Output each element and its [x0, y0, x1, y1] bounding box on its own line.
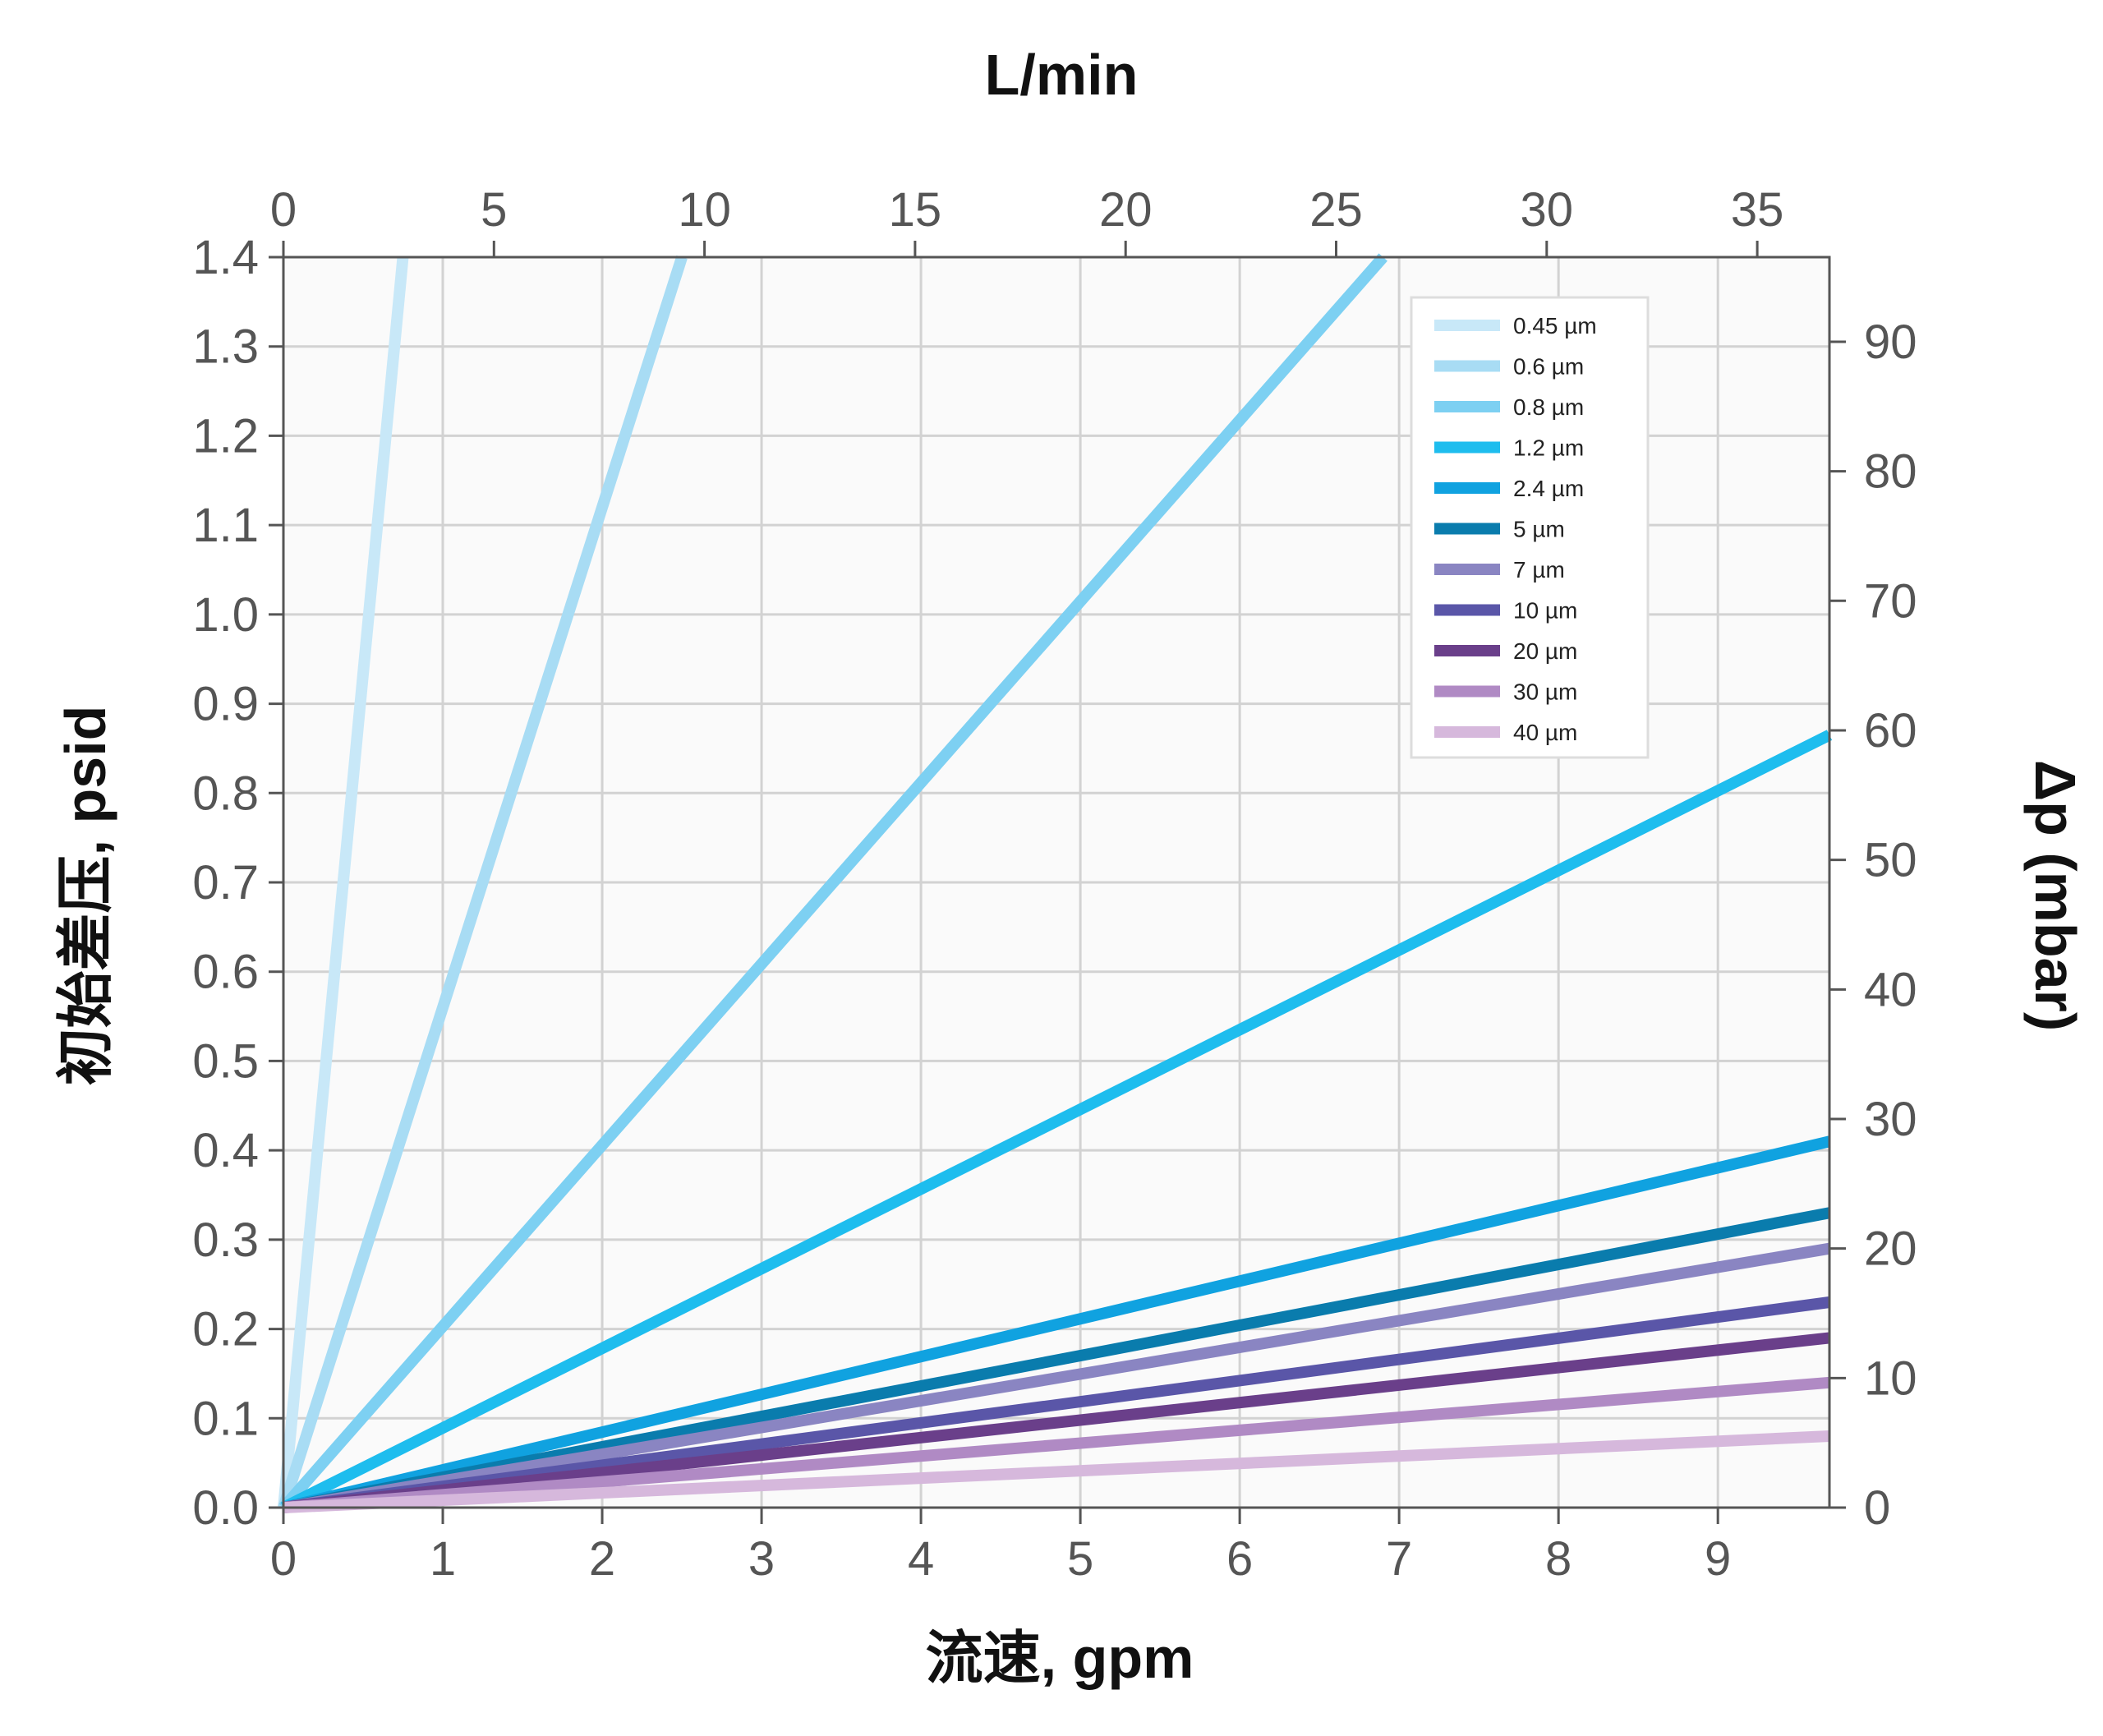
- y-tick-label: 1.2: [192, 409, 259, 463]
- bottom-axis-title: 流速, gpm: [926, 1626, 1194, 1690]
- x-tick-label: 2: [589, 1532, 615, 1586]
- top-tick-label: 25: [1309, 183, 1363, 237]
- series-line: [283, 1332, 1830, 1513]
- right-tick-label: 80: [1864, 445, 1917, 499]
- top-axis-title: L/min: [985, 43, 1139, 107]
- top-tick-label: 30: [1521, 183, 1574, 237]
- y-tick-label: 0.8: [192, 767, 259, 820]
- y-tick-label: 0.7: [192, 856, 259, 909]
- series-line: [282, 1135, 1831, 1513]
- legend-label: 0.45 µm: [1513, 313, 1597, 338]
- x-tick-label: 9: [1705, 1532, 1731, 1586]
- y-tick-label: 0.1: [192, 1392, 259, 1445]
- series-line: [282, 1242, 1831, 1513]
- legend-label: 20 µm: [1513, 638, 1577, 664]
- legend-label: 1.2 µm: [1513, 435, 1584, 461]
- bottom-axis-ticks: 0 1 2 3 4 5 6 7 8 9: [270, 1508, 1731, 1586]
- y-tick-label: 1.4: [192, 231, 259, 284]
- left-axis-title: 初始差压, psid: [53, 706, 117, 1086]
- x-tick-label: 3: [748, 1532, 775, 1586]
- x-tick-label: 5: [1067, 1532, 1093, 1586]
- right-tick-label: 50: [1864, 834, 1917, 887]
- right-axis-title: Δp (mbar): [2023, 760, 2087, 1031]
- series-line: [283, 1296, 1830, 1513]
- right-tick-label: 60: [1864, 704, 1917, 757]
- legend-label: 5 µm: [1513, 517, 1565, 542]
- series-line: [283, 1376, 1830, 1513]
- legend-label: 2.4 µm: [1513, 476, 1584, 501]
- top-tick-label: 35: [1731, 183, 1784, 237]
- y-tick-label: 1.1: [192, 499, 259, 552]
- x-tick-label: 7: [1386, 1532, 1412, 1586]
- top-axis-ticks: 0 5 10 15 20 25 30 35: [270, 183, 1784, 257]
- y-tick-label: 0.4: [192, 1124, 259, 1177]
- right-tick-label: 10: [1864, 1352, 1917, 1405]
- right-tick-label: 70: [1864, 574, 1917, 628]
- series-line: [280, 730, 1833, 1513]
- legend-label: 40 µm: [1513, 720, 1577, 745]
- y-tick-label: 0.3: [192, 1213, 259, 1267]
- left-axis-ticks: 0.0 0.1 0.2 0.3 0.4 0.5 0.6 0.7 0.8 0.9 1.0 1.1 1.2 1…: [192, 231, 283, 1535]
- series-line: [278, 255, 688, 1510]
- right-tick-label: 20: [1864, 1223, 1917, 1276]
- right-axis-ticks: 0 10 20 30 40 50 60 70 80 90: [1829, 315, 1917, 1535]
- legend: 0.45 µm 0.6 µm 0.8 µm 1.2 µm 2.4 µm 5 µm 7 µm 1…: [1410, 296, 1650, 759]
- right-tick-label: 40: [1864, 963, 1917, 1016]
- y-tick-label: 0.2: [192, 1303, 259, 1356]
- legend-label: 7 µm: [1513, 557, 1565, 583]
- y-tick-label: 1.3: [192, 320, 259, 374]
- legend-label: 30 µm: [1513, 679, 1577, 705]
- series-line: [278, 256, 409, 1508]
- x-tick-label: 6: [1226, 1532, 1253, 1586]
- top-tick-label: 20: [1099, 183, 1153, 237]
- y-tick-label: 0.5: [192, 1034, 259, 1088]
- y-tick-label: 0.9: [192, 678, 259, 731]
- series-line: [283, 1430, 1830, 1513]
- legend-label: 10 µm: [1513, 598, 1577, 624]
- right-tick-label: 90: [1864, 315, 1917, 369]
- series-line: [282, 1207, 1831, 1513]
- legend-label: 0.8 µm: [1513, 394, 1584, 420]
- top-tick-label: 0: [270, 183, 297, 237]
- x-tick-label: 0: [270, 1532, 297, 1586]
- top-tick-label: 5: [481, 183, 507, 237]
- right-tick-label: 30: [1864, 1093, 1917, 1146]
- y-tick-label: 0.0: [192, 1481, 259, 1535]
- right-tick-label: 0: [1864, 1481, 1890, 1535]
- series-lines: [278, 253, 1833, 1513]
- y-tick-label: 0.6: [192, 946, 259, 999]
- x-tick-label: 8: [1545, 1532, 1571, 1586]
- legend-label: 0.6 µm: [1513, 354, 1584, 380]
- y-tick-label: 1.0: [192, 588, 259, 642]
- top-tick-label: 15: [889, 183, 942, 237]
- top-tick-label: 10: [678, 183, 731, 237]
- x-tick-label: 4: [908, 1532, 934, 1586]
- series-line: [278, 253, 1387, 1512]
- x-tick-label: 1: [430, 1532, 456, 1586]
